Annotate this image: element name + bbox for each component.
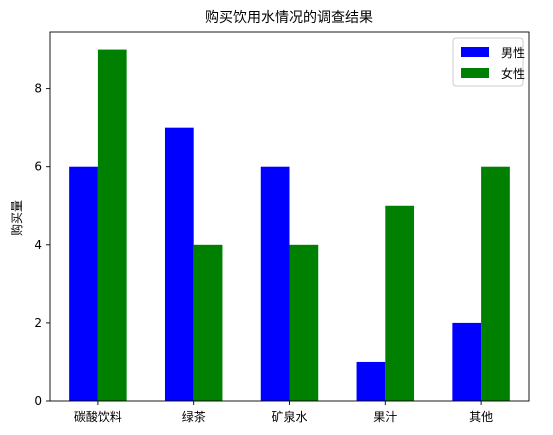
legend-label-1: 女性	[501, 66, 525, 81]
legend-swatch-1	[461, 68, 489, 78]
bar-male-2	[260, 166, 290, 401]
bar-female-4	[481, 166, 510, 401]
bar-female-3	[385, 205, 415, 401]
bar-male-4	[452, 322, 482, 401]
y-axis-label: 购买量	[9, 200, 24, 236]
axes-group: 0 2 4 6 8 碳酸饮料 绿茶 矿泉水 果汁 其他	[34, 31, 530, 424]
y-tick-label-4: 8	[34, 82, 42, 96]
x-tick-label-1: 绿茶	[182, 409, 206, 424]
x-tick-label-2: 矿泉水	[271, 410, 307, 424]
bars-group	[69, 49, 510, 402]
y-tick-label-1: 2	[34, 316, 42, 330]
legend-swatch-0	[461, 47, 489, 57]
y-tick-label-0: 0	[34, 394, 42, 408]
bar-male-0	[69, 166, 98, 401]
x-tick-label-4: 其他	[469, 410, 493, 424]
bar-female-2	[289, 244, 319, 401]
legend-label-0: 男性	[501, 46, 525, 60]
x-tick-label-3: 果汁	[373, 410, 397, 424]
y-tick-label-2: 4	[34, 238, 42, 252]
chart-title: 购买饮用水情况的调查结果	[205, 10, 373, 26]
y-tick-label-3: 6	[34, 160, 42, 174]
bar-male-1	[164, 127, 194, 402]
bar-female-1	[193, 244, 223, 401]
x-tick-label-0: 碳酸饮料	[74, 409, 122, 424]
bar-female-0	[97, 49, 127, 401]
bar-male-3	[356, 361, 386, 401]
